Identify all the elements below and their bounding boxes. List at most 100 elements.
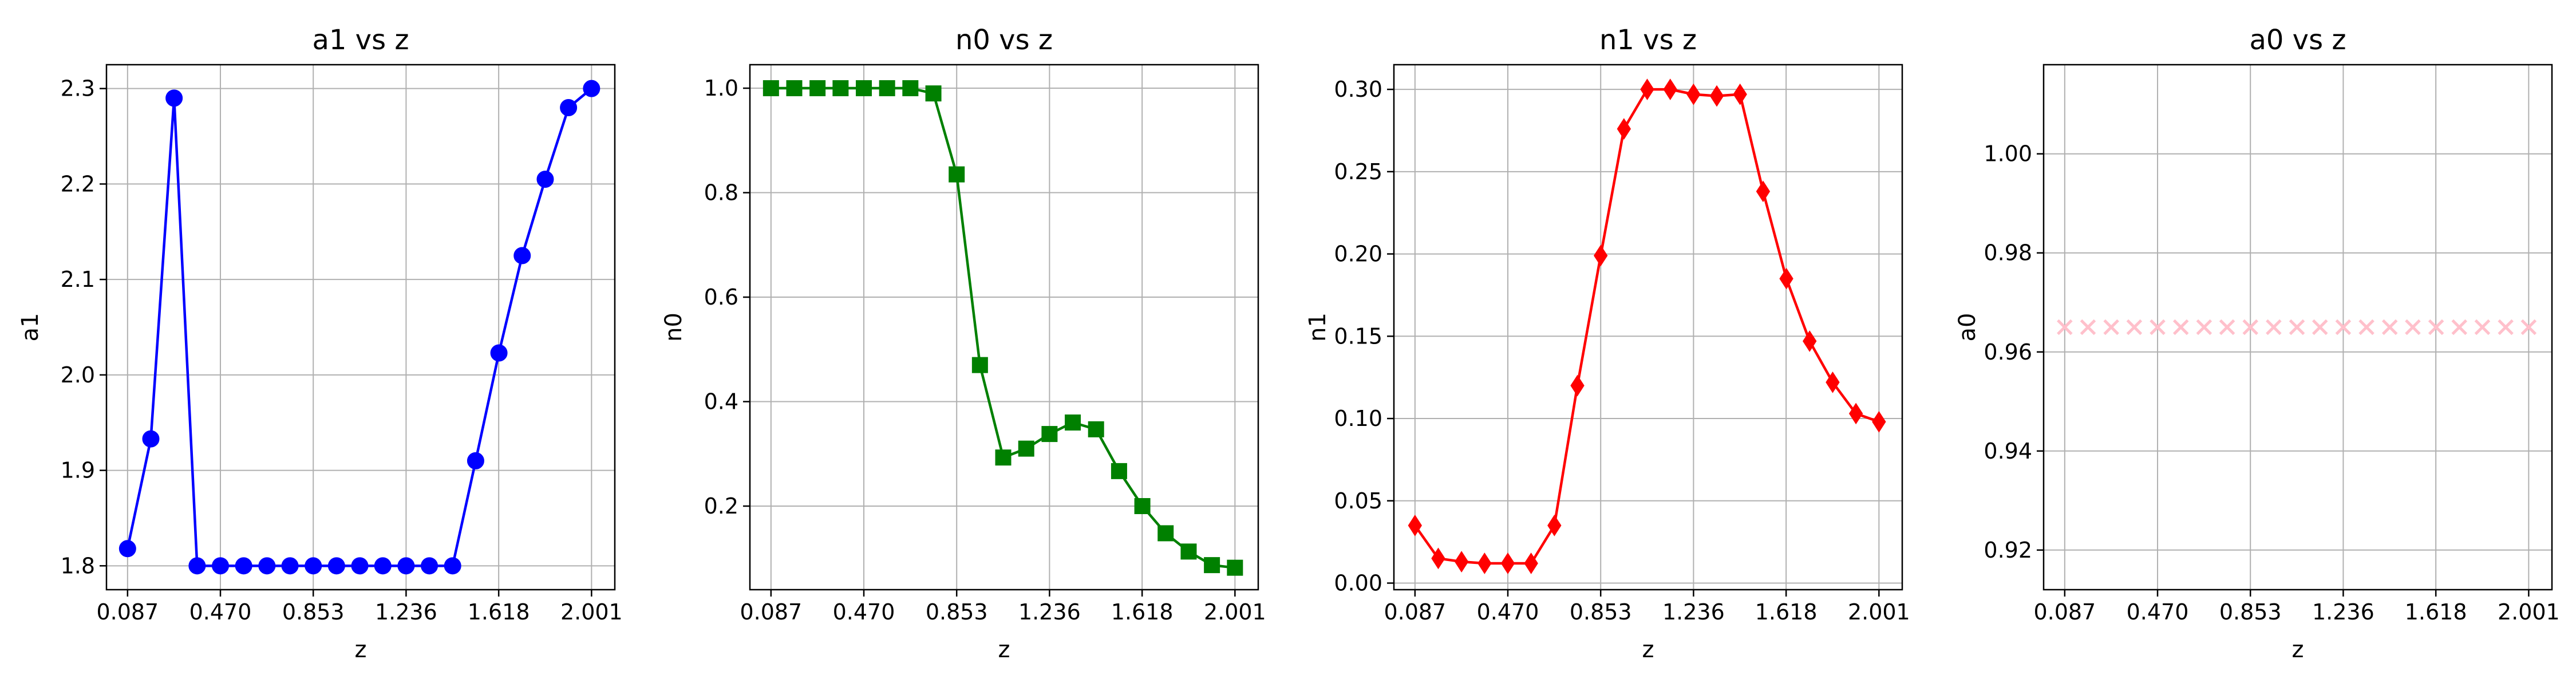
data-point xyxy=(1709,85,1724,107)
data-point xyxy=(809,80,826,97)
x-tick-label: 0.087 xyxy=(2033,599,2096,625)
series xyxy=(2057,319,2537,335)
x-tick-label: 0.087 xyxy=(96,599,159,625)
series-line xyxy=(771,86,1235,569)
x-tick-label: 1.618 xyxy=(2405,599,2467,625)
axes-frame xyxy=(2042,64,2553,591)
data-point xyxy=(1431,547,1445,570)
data-point xyxy=(1803,330,1817,352)
data-point xyxy=(1180,543,1197,560)
x-tick-label: 0.470 xyxy=(833,599,895,625)
y-tick-label: 0.92 xyxy=(1984,538,2032,563)
data-point xyxy=(2172,319,2189,335)
x-tick-label: 1.236 xyxy=(1662,599,1725,625)
y-tick-label: 2.3 xyxy=(61,76,95,101)
y-tick-label: 2.1 xyxy=(61,267,95,292)
y-tick-label: 0.98 xyxy=(1984,240,2032,266)
data-point xyxy=(2451,319,2468,335)
data-point xyxy=(188,557,206,575)
data-point xyxy=(305,557,322,575)
data-point xyxy=(258,557,276,575)
data-point xyxy=(536,171,554,188)
axes-frame xyxy=(1393,64,1903,591)
data-point xyxy=(444,557,461,575)
data-point xyxy=(513,247,531,264)
y-tick-label: 1.00 xyxy=(1984,141,2032,167)
x-tick-label: 1.618 xyxy=(1755,599,1818,625)
data-point xyxy=(1826,371,1840,393)
x-tick-label: 1.236 xyxy=(2312,599,2374,625)
data-point xyxy=(212,557,230,575)
data-point xyxy=(2242,319,2258,335)
data-point xyxy=(1617,118,1631,140)
data-point xyxy=(2358,319,2374,335)
data-point xyxy=(1547,515,1562,536)
data-point xyxy=(467,452,484,469)
y-tick-label: 0.8 xyxy=(704,180,738,206)
data-point xyxy=(1041,426,1058,443)
y-axis-label: n0 xyxy=(661,313,687,342)
data-point xyxy=(1408,515,1423,536)
data-point xyxy=(2219,319,2235,335)
data-point xyxy=(2057,319,2073,335)
x-tick-label: 0.853 xyxy=(1570,599,1632,625)
data-point xyxy=(118,540,136,558)
data-point xyxy=(1157,525,1174,542)
data-point xyxy=(786,80,803,97)
y-tick-label: 1.8 xyxy=(61,553,95,578)
y-tick-label: 0.05 xyxy=(1334,488,1382,514)
data-point xyxy=(1570,374,1585,397)
data-point xyxy=(925,85,942,102)
x-tick-label: 0.853 xyxy=(2219,599,2282,625)
grid xyxy=(106,65,615,590)
data-point xyxy=(397,557,415,575)
data-point xyxy=(762,80,779,97)
chart-title: n1 vs z xyxy=(1599,24,1697,56)
axes-frame xyxy=(105,64,616,591)
subplot-3: 0.087 0.470 0.853 1.236 1.618 2.001 0.00 0.05 0.… xyxy=(1305,24,1910,663)
data-point xyxy=(1065,414,1081,431)
data-point xyxy=(832,80,849,97)
x-tick-label: 0.087 xyxy=(740,599,802,625)
data-point xyxy=(1524,552,1538,574)
data-point xyxy=(1640,78,1654,100)
data-point xyxy=(971,357,988,373)
data-point xyxy=(583,80,600,97)
x-tick-label: 2.001 xyxy=(1204,599,1266,625)
data-point xyxy=(856,80,872,97)
subplot-2: 0.087 0.470 0.853 1.236 1.618 2.001 0.2 0.4 0.6 0… xyxy=(661,24,1266,663)
series xyxy=(1408,78,1886,574)
data-point xyxy=(1848,402,1863,425)
chart-title: n0 vs z xyxy=(955,24,1053,56)
y-axis-label: a1 xyxy=(17,313,44,342)
y-tick-label: 2.0 xyxy=(61,362,95,388)
y-tick-label: 0.94 xyxy=(1984,439,2032,464)
data-point xyxy=(1756,180,1771,203)
data-point xyxy=(2312,319,2328,335)
data-point xyxy=(2381,319,2398,335)
data-point xyxy=(902,80,919,97)
x-tick-label: 0.853 xyxy=(282,599,345,625)
data-point xyxy=(949,166,965,183)
y-tick-label: 1.0 xyxy=(704,76,738,101)
data-point xyxy=(2289,319,2305,335)
subplot-1: 0.087 0.470 0.853 1.236 1.618 2.001 1.8 1.9 2.0 2… xyxy=(17,24,623,663)
data-point xyxy=(2266,319,2282,335)
y-tick-label: 2.2 xyxy=(61,171,95,196)
y-tick-label: 0.30 xyxy=(1334,77,1382,102)
data-point xyxy=(2428,319,2444,335)
data-point xyxy=(1500,552,1515,574)
data-point xyxy=(1594,244,1608,267)
data-point xyxy=(1111,463,1127,479)
x-tick-label: 0.470 xyxy=(189,599,252,625)
y-tick-label: 0.20 xyxy=(1334,242,1382,267)
data-point xyxy=(2080,319,2096,335)
series xyxy=(762,80,1243,576)
data-point xyxy=(2103,319,2119,335)
data-point xyxy=(2520,319,2537,335)
data-point xyxy=(235,557,252,575)
data-point xyxy=(1088,421,1104,437)
data-point xyxy=(2498,319,2514,335)
y-tick-label: 0.96 xyxy=(1984,339,2032,365)
